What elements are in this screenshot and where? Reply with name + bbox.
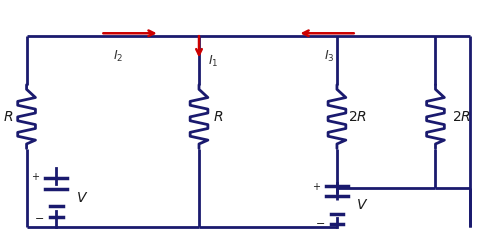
Text: $-$: $-$ bbox=[314, 217, 325, 226]
Text: $2R$: $2R$ bbox=[348, 110, 367, 124]
Text: $-$: $-$ bbox=[34, 212, 44, 222]
Text: $+$: $+$ bbox=[312, 181, 321, 192]
Text: $R$: $R$ bbox=[213, 110, 223, 124]
Text: $I_2$: $I_2$ bbox=[113, 49, 123, 64]
Text: $2R$: $2R$ bbox=[451, 110, 471, 124]
Text: $I_3$: $I_3$ bbox=[324, 49, 335, 64]
Text: $V$: $V$ bbox=[75, 190, 88, 205]
Text: $+$: $+$ bbox=[31, 171, 40, 182]
Text: $R$: $R$ bbox=[2, 110, 13, 124]
Text: $I_1$: $I_1$ bbox=[208, 54, 218, 69]
Text: $V$: $V$ bbox=[357, 198, 369, 212]
